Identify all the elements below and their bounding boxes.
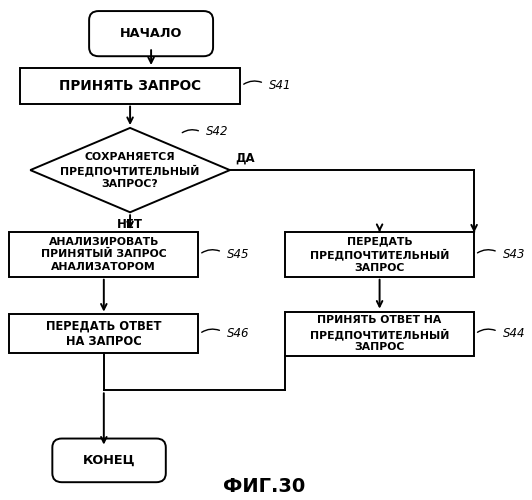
- Text: ДА: ДА: [235, 151, 255, 164]
- FancyBboxPatch shape: [89, 11, 213, 56]
- Text: ПЕРЕДАТЬ ОТВЕТ
НА ЗАПРОС: ПЕРЕДАТЬ ОТВЕТ НА ЗАПРОС: [46, 320, 162, 348]
- Text: ПРИНЯТЬ ОТВЕТ НА
ПРЕДПОЧТИТЕЛЬНЫЙ
ЗАПРОС: ПРИНЯТЬ ОТВЕТ НА ПРЕДПОЧТИТЕЛЬНЫЙ ЗАПРОС: [310, 316, 450, 352]
- Text: S41: S41: [269, 79, 292, 92]
- Text: S43: S43: [503, 248, 526, 261]
- Bar: [20, 68, 240, 104]
- Text: АНАЛИЗИРОВАТЬ
ПРИНЯТЫЙ ЗАПРОС
АНАЛИЗАТОРОМ: АНАЛИЗИРОВАТЬ ПРИНЯТЫЙ ЗАПРОС АНАЛИЗАТОР…: [41, 237, 167, 272]
- Text: НЕТ: НЕТ: [117, 218, 143, 231]
- Text: S46: S46: [227, 328, 250, 340]
- Polygon shape: [30, 128, 230, 212]
- Text: S42: S42: [206, 126, 229, 138]
- Text: КОНЕЦ: КОНЕЦ: [83, 454, 135, 467]
- Text: S45: S45: [227, 248, 250, 261]
- Bar: [285, 312, 474, 356]
- Text: ФИГ.30: ФИГ.30: [223, 477, 305, 496]
- Text: СОХРАНЯЕТСЯ
ПРЕДПОЧТИТЕЛЬНЫЙ
ЗАПРОС?: СОХРАНЯЕТСЯ ПРЕДПОЧТИТЕЛЬНЫЙ ЗАПРОС?: [61, 152, 200, 188]
- Bar: [9, 232, 198, 277]
- Text: ПРИНЯТЬ ЗАПРОС: ПРИНЯТЬ ЗАПРОС: [59, 78, 201, 92]
- Text: S44: S44: [503, 328, 526, 340]
- Bar: [9, 314, 198, 353]
- Text: НАЧАЛО: НАЧАЛО: [120, 27, 182, 40]
- Text: ПЕРЕДАТЬ
ПРЕДПОЧТИТЕЛЬНЫЙ
ЗАПРОС: ПЕРЕДАТЬ ПРЕДПОЧТИТЕЛЬНЫЙ ЗАПРОС: [310, 236, 450, 273]
- Bar: [285, 232, 474, 277]
- FancyBboxPatch shape: [52, 438, 166, 482]
